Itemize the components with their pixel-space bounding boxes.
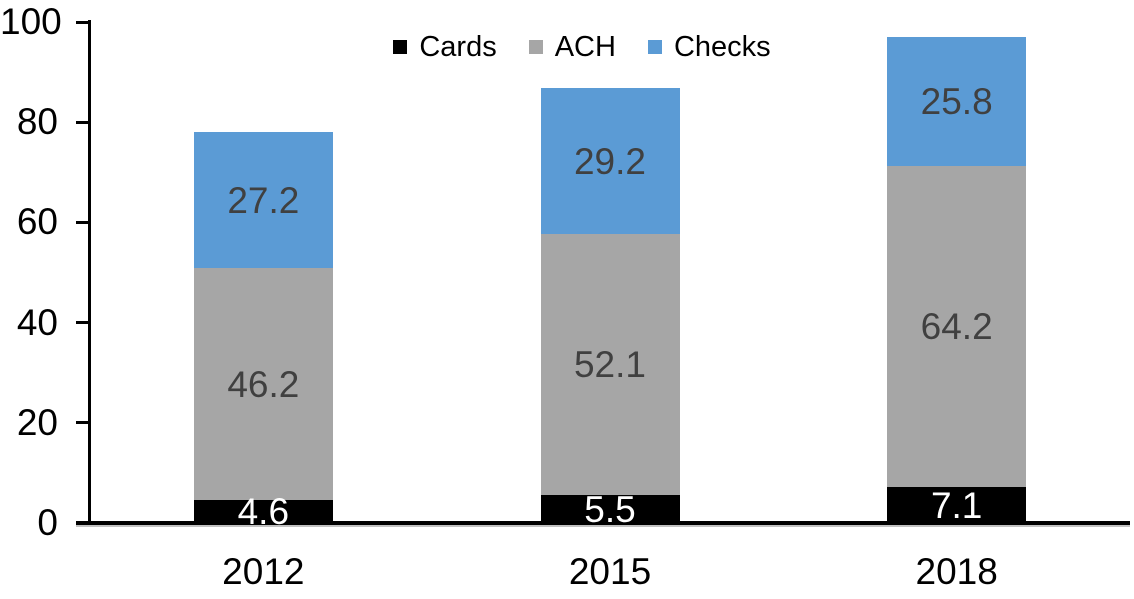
y-axis-tick-100 — [76, 20, 91, 24]
bar-2015: 5.5 52.1 29.2 — [540, 0, 680, 528]
legend-item-cards: Cards — [393, 30, 497, 63]
y-axis-label-60: 60 — [16, 201, 58, 243]
bar-value-label-checks-2018: 25.8 — [920, 80, 993, 122]
legend-item-ach: ACH — [528, 30, 616, 63]
legend-item-checks: Checks — [647, 30, 771, 63]
y-axis-tick-0 — [76, 521, 91, 525]
legend-swatch-cards-icon — [393, 40, 408, 54]
bar-value-label-cards-2018: 7.1 — [930, 484, 983, 526]
bar-segment-cards-2012: 4.6 — [193, 493, 333, 530]
x-axis-label-2015: 2015 — [568, 551, 652, 592]
bar-segment-cards-2015: 5.5 — [540, 491, 680, 528]
bar-value-label-cards-2015: 5.5 — [584, 488, 636, 530]
y-axis-label-20: 20 — [16, 401, 58, 443]
y-axis-tick-40 — [76, 321, 91, 325]
bar-value-label-checks-2015: 29.2 — [573, 140, 646, 182]
y-axis-tick-20 — [76, 421, 91, 425]
bar-value-label-checks-2012: 27.2 — [227, 179, 300, 221]
bar-segment-cards-2018: 7.1 — [887, 484, 1027, 526]
bar-2012: 4.6 46.2 27.2 — [193, 0, 333, 530]
bar-segment-ach-2015: 52.1 — [540, 234, 680, 496]
legend-label-ach: ACH — [554, 30, 616, 63]
legend-swatch-ach-icon — [528, 40, 543, 54]
legend-label-cards: Cards — [419, 30, 497, 63]
bar-value-label-cards-2012: 4.6 — [237, 490, 290, 532]
legend-swatch-checks-icon — [647, 40, 662, 54]
bar-value-label-ach-2018: 64.2 — [920, 306, 993, 348]
x-axis-underline — [76, 525, 1130, 527]
y-axis-tick-80 — [76, 120, 91, 124]
bar-segment-checks-2012: 27.2 — [193, 132, 333, 269]
bar-segment-ach-2012: 46.2 — [193, 268, 333, 500]
bar-segment-ach-2018: 64.2 — [887, 165, 1027, 488]
bar-segment-checks-2015: 29.2 — [540, 88, 680, 235]
legend-label-checks: Checks — [673, 30, 771, 63]
x-axis-label-2018: 2018 — [915, 551, 998, 592]
y-axis-label-100: 100 — [0, 1, 62, 42]
chart-legend: Cards ACH Checks — [90, 32, 1130, 62]
bar-value-label-ach-2012: 46.2 — [227, 363, 300, 405]
bar-value-label-ach-2015: 52.1 — [573, 344, 646, 386]
y-axis-label-80: 80 — [16, 101, 58, 143]
y-axis-label-0: 0 — [37, 502, 58, 543]
y-axis-tick-60 — [76, 220, 91, 224]
y-axis-label-40: 40 — [16, 301, 58, 343]
x-axis-line — [76, 521, 1130, 525]
y-axis-line — [88, 20, 91, 525]
bar-2018: 7.1 64.2 25.8 — [887, 0, 1027, 526]
x-axis-label-2012: 2012 — [222, 551, 305, 592]
bar-segment-checks-2018: 25.8 — [887, 36, 1027, 166]
